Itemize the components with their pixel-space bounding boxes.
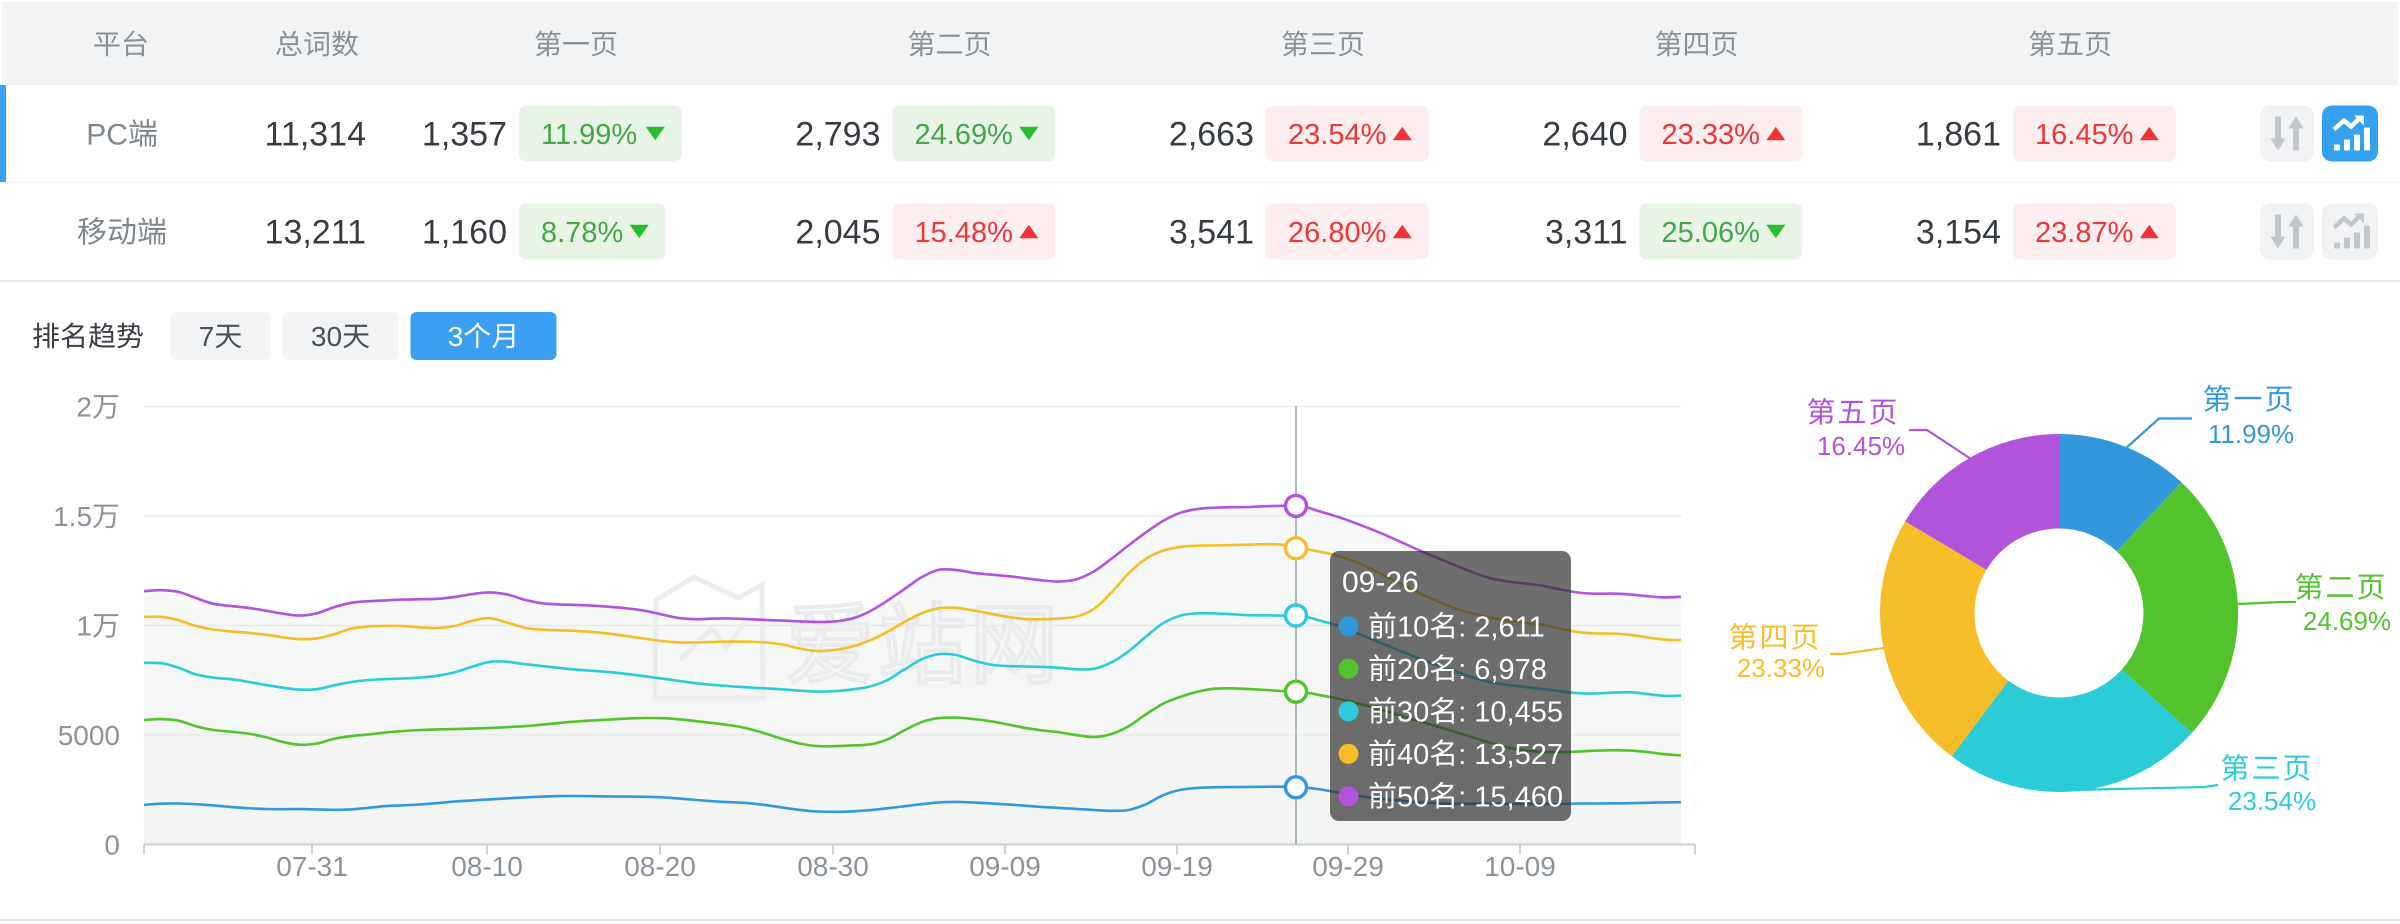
- svg-text:20: 20: [1397, 654, 1429, 686]
- svg-text:8.78%: 8.78%: [541, 217, 623, 249]
- svg-text:23.54%: 23.54%: [2228, 786, 2316, 816]
- svg-text:16.45%: 16.45%: [1817, 431, 1905, 461]
- svg-text:11.99%: 11.99%: [2208, 419, 2294, 449]
- svg-text:08-30: 08-30: [797, 851, 869, 882]
- svg-text:3,541: 3,541: [1169, 214, 1254, 252]
- svg-text:26.80%: 26.80%: [1288, 217, 1386, 249]
- svg-text:3,154: 3,154: [1916, 214, 2001, 252]
- svg-text:24.69%: 24.69%: [2303, 606, 2391, 636]
- svg-text:13,211: 13,211: [265, 214, 366, 252]
- svg-text:1.5: 1.5: [53, 501, 92, 532]
- svg-text:40: 40: [1397, 739, 1429, 771]
- svg-text:50: 50: [1397, 781, 1429, 813]
- svg-text:11.99%: 11.99%: [541, 119, 637, 151]
- svg-text:7: 7: [199, 321, 215, 352]
- svg-text:2: 2: [76, 392, 92, 423]
- svg-text:11,314: 11,314: [265, 116, 366, 154]
- svg-text:: 15,460: : 15,460: [1458, 781, 1563, 813]
- svg-text:15.48%: 15.48%: [915, 217, 1013, 249]
- svg-text:1: 1: [76, 611, 92, 642]
- svg-text:1,861: 1,861: [1916, 116, 2001, 154]
- svg-text:2,663: 2,663: [1169, 116, 1254, 154]
- svg-text:23.54%: 23.54%: [1288, 119, 1386, 151]
- svg-text:2,045: 2,045: [795, 214, 880, 252]
- svg-text:24.69%: 24.69%: [915, 119, 1013, 151]
- svg-text:1,357: 1,357: [422, 116, 507, 154]
- svg-text:30: 30: [1397, 696, 1429, 728]
- svg-text:3: 3: [448, 321, 464, 352]
- svg-text:2,640: 2,640: [1542, 116, 1627, 154]
- svg-text:08-10: 08-10: [451, 851, 523, 882]
- svg-text:23.33%: 23.33%: [1737, 653, 1825, 683]
- svg-text:09-29: 09-29: [1312, 851, 1384, 882]
- svg-text:07-31: 07-31: [276, 851, 348, 882]
- svg-text:08-20: 08-20: [624, 851, 696, 882]
- svg-text:: 10,455: : 10,455: [1458, 696, 1563, 728]
- svg-text:09-26: 09-26: [1342, 566, 1419, 599]
- svg-text:23.87%: 23.87%: [2035, 217, 2133, 249]
- svg-text:16.45%: 16.45%: [2035, 119, 2133, 151]
- svg-text:2,793: 2,793: [795, 116, 880, 154]
- svg-text:30: 30: [311, 321, 342, 352]
- svg-text:3,311: 3,311: [1545, 214, 1628, 252]
- svg-text:0: 0: [104, 830, 120, 861]
- svg-text:5000: 5000: [58, 720, 120, 751]
- svg-text:: 13,527: : 13,527: [1458, 739, 1563, 771]
- svg-text:23.33%: 23.33%: [1662, 119, 1760, 151]
- svg-text:09-19: 09-19: [1141, 851, 1213, 882]
- svg-text:09-09: 09-09: [969, 851, 1041, 882]
- svg-text:PC: PC: [86, 118, 128, 151]
- svg-text:1,160: 1,160: [422, 214, 507, 252]
- svg-text:25.06%: 25.06%: [1662, 217, 1760, 249]
- svg-text:10-09: 10-09: [1484, 851, 1556, 882]
- svg-text:: 2,611: : 2,611: [1458, 611, 1545, 643]
- svg-text:10: 10: [1397, 611, 1429, 643]
- svg-text:: 6,978: : 6,978: [1458, 654, 1547, 686]
